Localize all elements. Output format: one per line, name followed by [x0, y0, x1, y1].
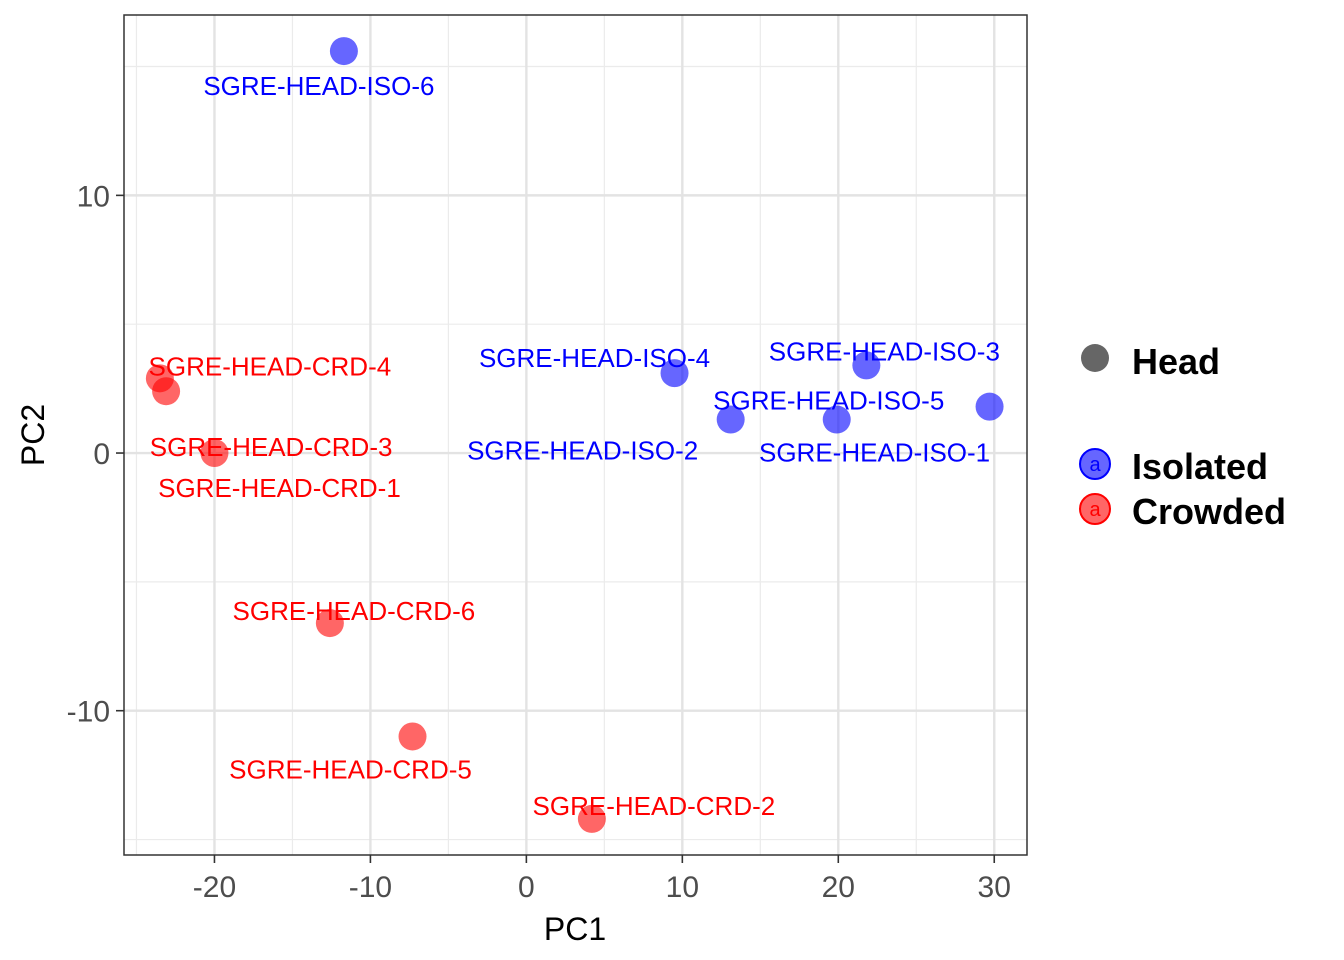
- legend-isolated-swatch: [1079, 448, 1111, 480]
- data-point: [716, 405, 745, 434]
- x-tick-label: -10: [349, 871, 392, 904]
- legend-head-swatch: [1081, 344, 1109, 372]
- data-point: [975, 392, 1004, 421]
- grid-lines: [124, 15, 1027, 855]
- legend-isolated-key-text: a: [1089, 454, 1101, 476]
- point-label: SGRE-HEAD-CRD-4: [149, 351, 392, 381]
- y-axis-title: PC2: [15, 404, 51, 466]
- panel-border: [123, 14, 1028, 856]
- data-point: [660, 359, 689, 388]
- y-tick-label: -10: [67, 696, 110, 729]
- data-point: [577, 804, 606, 833]
- legend-head-label: Head: [1132, 341, 1220, 382]
- data-points: [145, 37, 1004, 833]
- legend: Head a Isolated a Crowded: [1079, 341, 1286, 532]
- legend-crowded-swatch: [1079, 493, 1111, 525]
- point-label: SGRE-HEAD-ISO-2: [467, 436, 698, 466]
- data-point: [200, 439, 229, 468]
- data-point: [822, 405, 851, 434]
- y-tick-label: 0: [93, 438, 110, 471]
- x-tick-label: -20: [193, 871, 236, 904]
- x-axis-title: PC1: [544, 911, 606, 947]
- point-label: SGRE-HEAD-CRD-3: [150, 432, 393, 462]
- point-label: SGRE-HEAD-ISO-1: [759, 438, 990, 468]
- point-label: SGRE-HEAD-ISO-4: [479, 343, 710, 373]
- data-point: [329, 37, 358, 66]
- axis-ticks: -20 -10 0 10 20 30 -10 0 10: [67, 180, 1011, 904]
- panel-background: [124, 15, 1027, 855]
- point-label: SGRE-HEAD-ISO-6: [203, 71, 434, 101]
- legend-crowded-label: Crowded: [1132, 491, 1286, 532]
- legend-isolated-label: Isolated: [1132, 446, 1268, 487]
- x-tick-label: 30: [978, 871, 1011, 904]
- data-point: [852, 351, 881, 380]
- data-point: [398, 722, 427, 751]
- point-labels: SGRE-HEAD-ISO-1 SGRE-HEAD-ISO-2 SGRE-HEAD-…: [149, 71, 1000, 821]
- x-tick-label: 10: [666, 871, 699, 904]
- data-point: [145, 364, 174, 393]
- x-tick-label: 0: [518, 871, 535, 904]
- x-tick-label: 20: [822, 871, 855, 904]
- point-label: SGRE-HEAD-ISO-3: [769, 336, 1000, 366]
- point-label: SGRE-HEAD-CRD-5: [229, 754, 472, 784]
- data-point: [315, 609, 344, 638]
- y-tick-label: 10: [77, 180, 110, 213]
- point-label: SGRE-HEAD-CRD-6: [233, 596, 476, 626]
- legend-crowded-key-text: a: [1089, 499, 1101, 521]
- point-label: SGRE-HEAD-CRD-2: [533, 791, 776, 821]
- point-label: SGRE-HEAD-ISO-5: [713, 386, 944, 416]
- point-label: SGRE-HEAD-CRD-1: [158, 473, 401, 503]
